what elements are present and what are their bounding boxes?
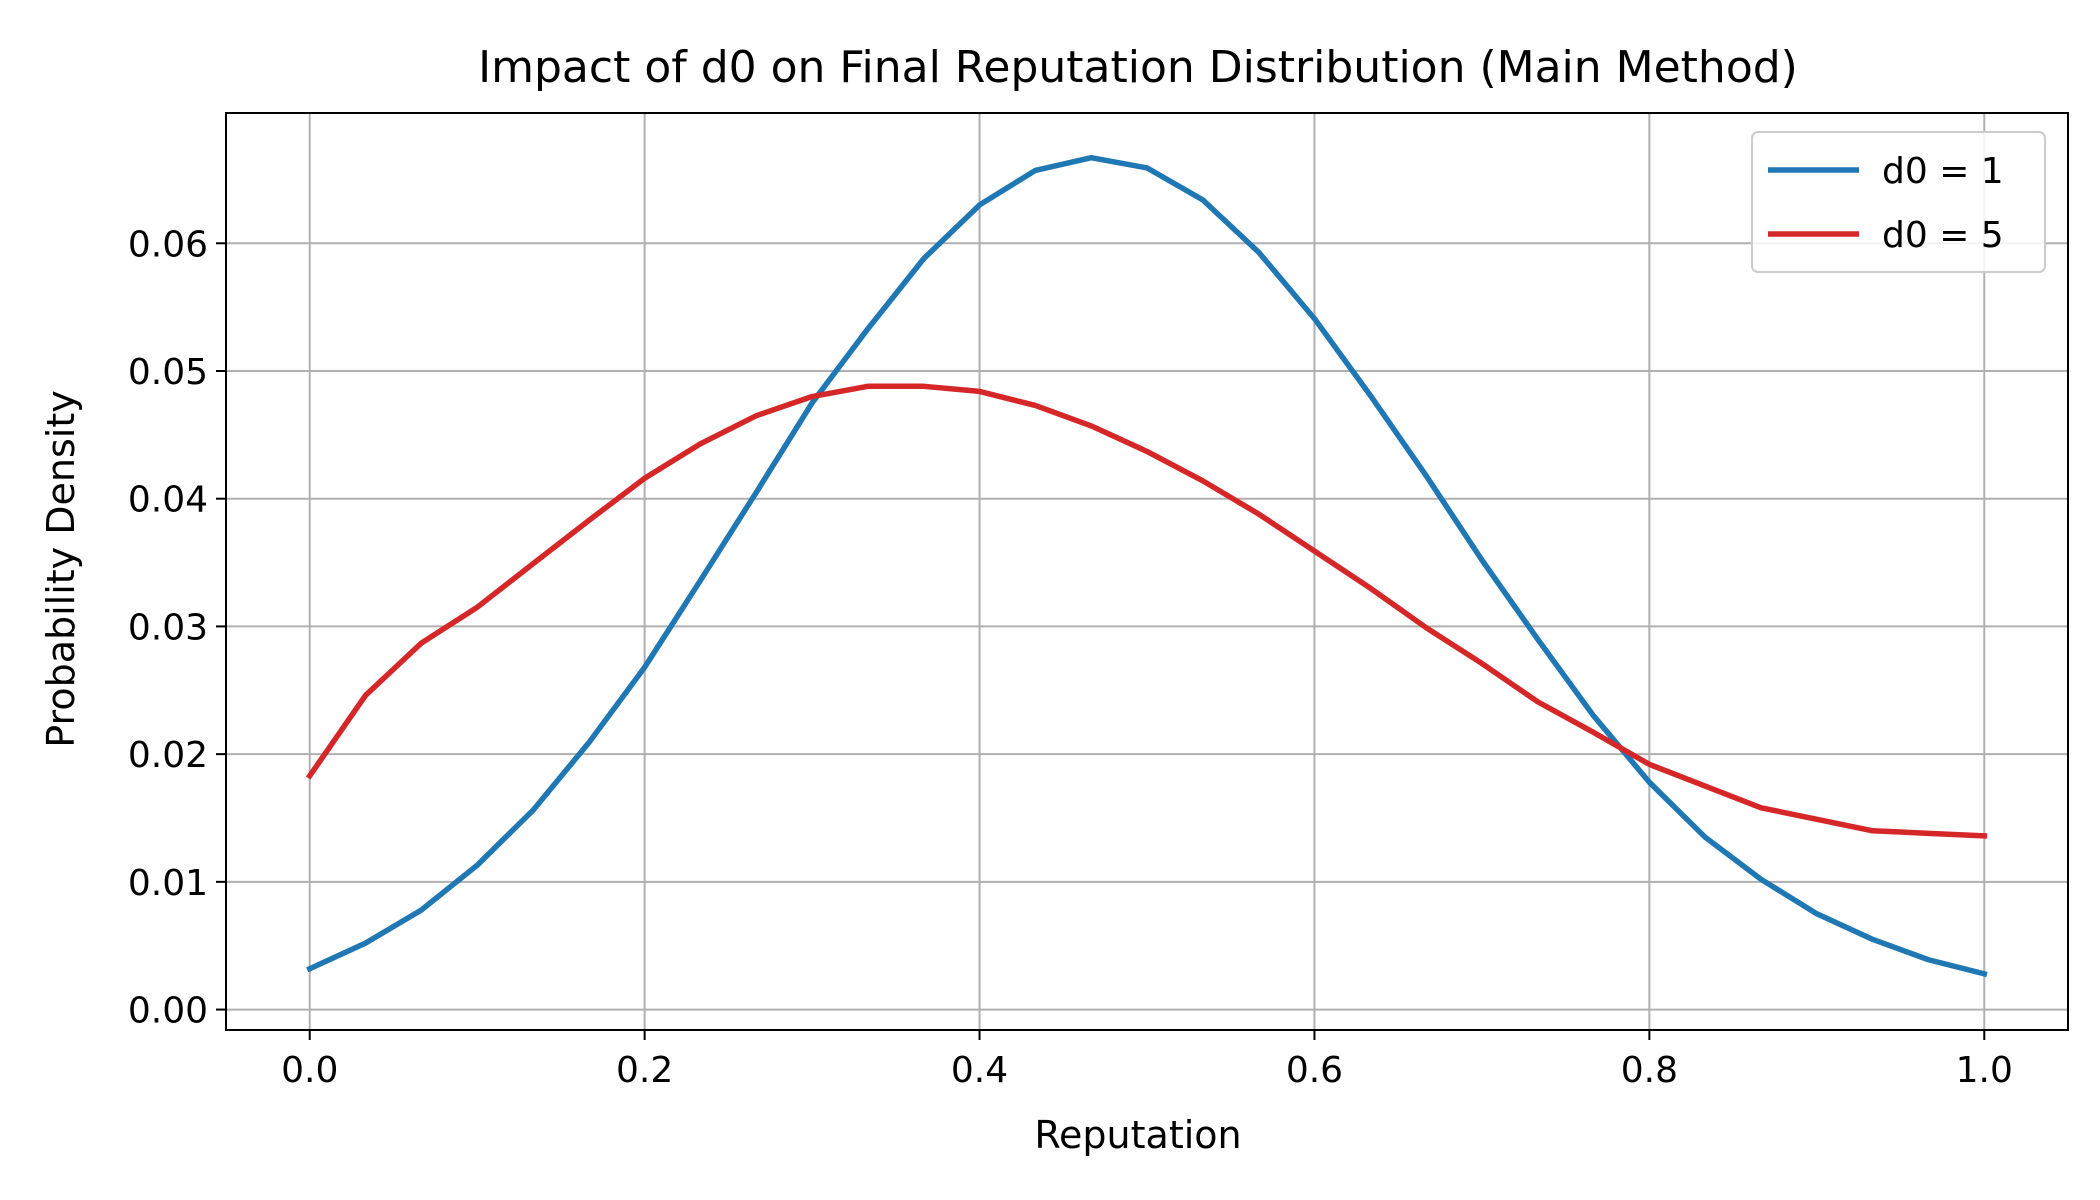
y-tick-label: 0.04 <box>128 480 208 521</box>
y-tick-label: 0.06 <box>128 224 208 265</box>
y-tick-label: 0.02 <box>128 735 208 776</box>
series-lines <box>305 154 1988 978</box>
series-line-2 <box>305 383 1988 839</box>
plot-frame <box>225 112 2069 1031</box>
axis-ticks: 0.0 0.2 0.4 0.6 0.8 1.0 0.00 0.01 0.02 0.03 0.04 0.… <box>128 224 2013 1091</box>
series-line-1 <box>306 154 1988 978</box>
y-tick-label: 0.03 <box>128 607 208 648</box>
x-tick-label: 0.0 <box>281 1050 338 1091</box>
y-axis-label: Probability Density <box>39 390 83 747</box>
x-tick-label: 0.2 <box>616 1050 673 1091</box>
x-axis-label: Reputation <box>1034 1113 1241 1157</box>
x-tick-label: 0.4 <box>951 1050 1008 1091</box>
chart-title: Impact of d0 on Final Reputation Distrib… <box>478 42 1798 93</box>
y-tick-label: 0.01 <box>128 863 208 904</box>
x-tick-label: 1.0 <box>1956 1050 2013 1091</box>
x-tick-label: 0.6 <box>1286 1050 1343 1091</box>
legend-box <box>1751 131 2046 273</box>
y-tick-label: 0.00 <box>128 991 208 1032</box>
grid <box>226 113 2068 1030</box>
legend-label-2: d0 = 5 <box>1882 215 2004 256</box>
legend: d0 = 1 d0 = 5 <box>1751 131 2046 273</box>
x-tick-label: 0.8 <box>1621 1050 1678 1091</box>
legend-label-1: d0 = 1 <box>1882 151 2004 192</box>
y-tick-label: 0.05 <box>128 352 208 393</box>
